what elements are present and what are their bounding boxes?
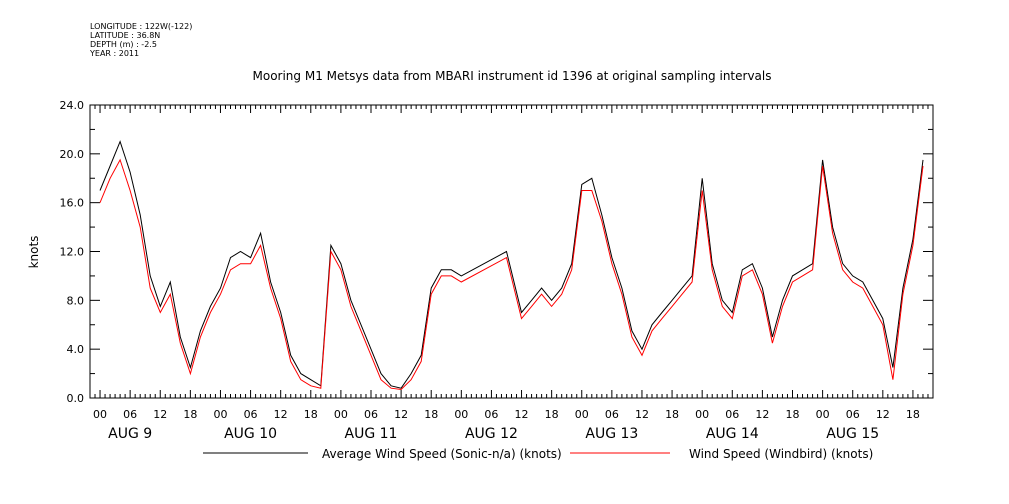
x-day-label: AUG 15 (826, 426, 879, 442)
x-hour-label: 06 (484, 408, 498, 421)
x-hour-label: 12 (755, 408, 769, 421)
y-tick-label: 24.0 (60, 99, 85, 112)
x-hour-label: 12 (153, 408, 167, 421)
x-hour-label: 00 (575, 408, 589, 421)
longitude-label: LONGITUDE : 122W(-122) (90, 22, 193, 31)
y-tick-label: 4.0 (67, 343, 85, 356)
x-hour-label: 00 (93, 408, 107, 421)
x-hour-label: 06 (244, 408, 258, 421)
plot-frame (89, 104, 934, 399)
series-layer (99, 140, 924, 391)
y-axis: 0.0 4.0 8.0 12.0 16.0 20.0 24.0 (60, 99, 933, 405)
x-hour-label: 00 (213, 408, 227, 421)
x-hour-label: 18 (545, 408, 559, 421)
y-axis-title: knots (27, 236, 41, 269)
x-day-label: AUG 10 (224, 426, 277, 442)
x-day-label: AUG 12 (465, 426, 518, 442)
x-hour-label: 06 (846, 408, 860, 421)
latitude-label: LATITUDE : 36.8N (90, 31, 161, 40)
x-hour-label: 06 (123, 408, 137, 421)
y-tick-label: 0.0 (67, 392, 85, 405)
x-hour-label: 06 (605, 408, 619, 421)
x-hour-label: 18 (786, 408, 800, 421)
x-axis: 00 06 12 18 00 06 12 18 00 06 12 18 00 06 12 18 00 06 12 18… (89, 105, 934, 442)
x-hour-label: 12 (876, 408, 890, 421)
chart-title: Mooring M1 Metsys data from MBARI instru… (253, 69, 772, 83)
x-hour-label: 00 (695, 408, 709, 421)
x-hour-label: 12 (515, 408, 529, 421)
x-hour-label: 12 (394, 408, 408, 421)
x-hour-label: 18 (906, 408, 920, 421)
legend-label-average: Average Wind Speed (Sonic-n/a) (knots) (322, 447, 562, 461)
series-line-1 (99, 158, 924, 391)
depth-label: DEPTH (m) : -2.5 (90, 40, 157, 49)
x-hour-label: 00 (454, 408, 468, 421)
x-hour-label: 18 (183, 408, 197, 421)
y-tick-label: 16.0 (60, 197, 85, 210)
x-day-label: AUG 14 (706, 426, 759, 442)
x-hour-label: 18 (424, 408, 438, 421)
x-hour-label: 00 (816, 408, 830, 421)
legend: Average Wind Speed (Sonic-n/a) (knots) W… (203, 447, 873, 461)
y-tick-label: 12.0 (60, 246, 85, 259)
x-day-label: AUG 11 (345, 426, 398, 442)
x-hour-label: 18 (665, 408, 679, 421)
x-hour-label: 06 (364, 408, 378, 421)
x-day-label: AUG 9 (108, 426, 152, 442)
y-tick-label: 20.0 (60, 148, 85, 161)
legend-label-windbird: Wind Speed (Windbird) (knots) (689, 447, 873, 461)
x-hour-label: 12 (274, 408, 288, 421)
y-tick-label: 8.0 (67, 294, 85, 307)
x-hour-label: 06 (725, 408, 739, 421)
metadata-block: LONGITUDE : 122W(-122) LATITUDE : 36.8N … (90, 22, 192, 58)
x-day-label: AUG 13 (585, 426, 638, 442)
x-hour-label: 00 (334, 408, 348, 421)
x-hour-label: 12 (635, 408, 649, 421)
x-hour-label: 18 (304, 408, 318, 421)
series-line-0 (99, 140, 924, 389)
year-label: YEAR : 2011 (90, 49, 140, 58)
